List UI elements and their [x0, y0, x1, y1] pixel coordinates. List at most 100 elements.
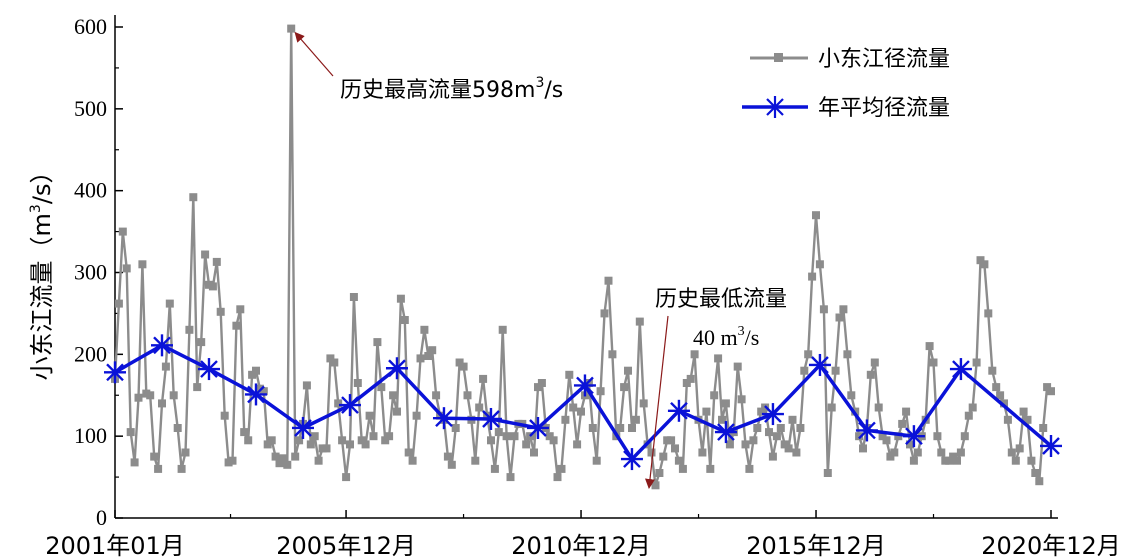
monthly-runoff-point: [490, 464, 499, 473]
monthly-runoff-point: [600, 309, 609, 318]
annotation-min-value-text: 40 m: [693, 325, 738, 350]
monthly-runoff-point: [788, 415, 797, 424]
monthly-runoff-point: [768, 452, 777, 461]
monthly-runoff-point: [1043, 383, 1052, 392]
monthly-runoff-point: [812, 211, 820, 220]
monthly-runoff-point: [859, 444, 867, 453]
monthly-runoff-point: [631, 415, 640, 424]
monthly-runoff-point: [745, 464, 754, 473]
monthly-runoff-point: [671, 444, 679, 453]
monthly-runoff-point: [796, 424, 805, 432]
y-axis-title-sup: 3: [28, 204, 44, 213]
annotation-max-label: 历史最高流量598m3/s: [340, 75, 563, 103]
monthly-runoff-point: [772, 432, 781, 441]
monthly-runoff-point: [228, 456, 237, 465]
monthly-runoff-point: [561, 415, 570, 424]
monthly-runoff-point: [271, 452, 280, 461]
monthly-runoff-point: [721, 399, 730, 408]
monthly-runoff-point: [1000, 399, 1008, 408]
annotation-min-label: 历史最低流量: [655, 287, 787, 312]
monthly-runoff-point: [866, 370, 875, 379]
monthly-runoff-point: [545, 432, 554, 441]
monthly-runoff-point: [823, 469, 832, 477]
monthly-runoff-point: [831, 366, 840, 375]
monthly-runoff-point: [835, 313, 844, 322]
monthly-runoff-point: [651, 481, 660, 490]
monthly-runoff-point: [310, 432, 319, 441]
monthly-runoff-point: [753, 424, 762, 432]
x-tick-label: 2010年12月: [511, 532, 651, 557]
monthly-runoff-point: [635, 317, 644, 326]
monthly-runoff-point: [674, 456, 683, 465]
monthly-runoff-point: [749, 436, 758, 445]
monthly-runoff-point: [624, 366, 632, 375]
monthly-runoff-point: [972, 358, 981, 367]
monthly-runoff-point: [964, 411, 973, 420]
monthly-runoff-point: [216, 307, 225, 316]
monthly-runoff-point: [471, 456, 480, 465]
monthly-runoff-point: [357, 436, 366, 445]
monthly-runoff-point: [522, 440, 531, 449]
monthly-runoff-point: [878, 432, 887, 441]
monthly-runoff-point: [992, 383, 1001, 392]
monthly-runoff-point: [322, 444, 331, 453]
monthly-runoff-point: [929, 358, 938, 367]
x-axis-ticks: 2001年01月 2005年12月 2010年12月 2015年12月 2020年12月: [45, 510, 1121, 557]
monthly-runoff-point: [252, 366, 260, 375]
x-tick-label: 2020年12月: [981, 532, 1121, 557]
y-axis-title: 小东江流量（m3/s）: [28, 160, 56, 381]
monthly-runoff-point: [275, 459, 284, 468]
y-axis-title-text: 小东江流量（m: [28, 213, 56, 380]
monthly-runoff-point: [197, 338, 206, 347]
legend: 小东江径流量 年平均径流量: [742, 47, 950, 121]
monthly-runoff-point: [193, 383, 202, 392]
monthly-runoff-point: [792, 448, 801, 457]
monthly-runoff-point: [287, 24, 296, 33]
monthly-runoff-point: [334, 399, 343, 408]
monthly-runoff-point: [855, 432, 864, 441]
monthly-runoff-point: [400, 316, 409, 324]
y-tick-label: 200: [74, 341, 107, 366]
monthly-runoff-point: [776, 424, 785, 432]
annual-average-point: [479, 407, 502, 430]
monthly-runoff-point: [894, 432, 903, 441]
monthly-runoff-point: [655, 469, 664, 477]
monthly-runoff-point: [330, 358, 339, 367]
monthly-runoff-point: [741, 440, 750, 449]
monthly-runoff-point: [933, 432, 942, 441]
monthly-runoff-point: [146, 391, 155, 400]
annual-average-point: [104, 361, 126, 384]
monthly-runoff-point: [291, 452, 300, 461]
monthly-runoff-point: [718, 415, 726, 424]
monthly-runoff-point: [232, 321, 241, 330]
monthly-runoff-point: [757, 407, 766, 416]
monthly-runoff-point: [455, 358, 464, 367]
monthly-runoff-point: [201, 250, 210, 259]
monthly-runoff-point: [1027, 456, 1036, 465]
monthly-runoff-point: [283, 460, 292, 469]
monthly-runoff-point: [396, 294, 405, 303]
monthly-runoff-point: [714, 354, 723, 363]
monthly-runoff-point: [534, 383, 542, 392]
legend-annual-label: 年平均径流量: [818, 96, 950, 121]
monthly-runoff-point: [808, 272, 817, 281]
annual-average-point: [949, 358, 972, 381]
y-axis-title-tail: /s）: [28, 160, 56, 205]
monthly-runoff-point: [949, 452, 958, 461]
legend-item-annual: 年平均径流量: [742, 96, 950, 121]
annotation-max-text: 历史最高流量598m: [340, 78, 535, 103]
monthly-runoff-point: [953, 456, 961, 465]
monthly-runoff-point: [678, 464, 687, 473]
legend-item-monthly: 小东江径流量: [750, 47, 950, 72]
monthly-runoff-point: [459, 362, 468, 371]
monthly-runoff-point: [259, 387, 268, 396]
monthly-runoff-point: [150, 452, 159, 461]
monthly-runoff-point: [698, 448, 707, 457]
monthly-runoff-point: [267, 436, 276, 445]
y-tick-label: 0: [96, 505, 107, 530]
monthly-runoff-point: [443, 452, 452, 461]
monthly-runoff-point: [592, 456, 601, 465]
monthly-runoff-point: [346, 440, 354, 449]
annual-average-point: [667, 399, 690, 422]
monthly-runoff-point: [710, 391, 719, 400]
